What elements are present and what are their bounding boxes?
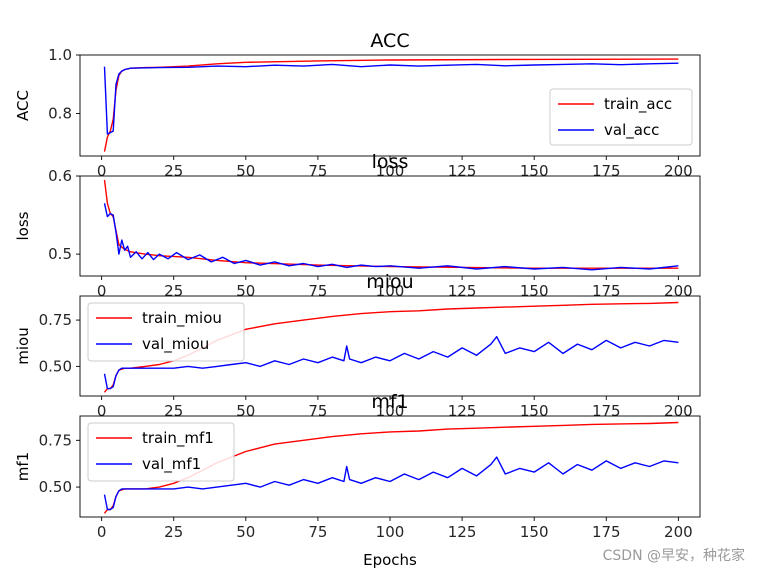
series-line-val_mf1 xyxy=(103,456,679,511)
x-tick-label: 25 xyxy=(164,282,183,300)
chart-title: miou xyxy=(366,271,413,293)
x-tick-label: 75 xyxy=(308,162,327,180)
legend-label-train_acc: train_acc xyxy=(604,95,672,114)
axes-frame xyxy=(79,175,701,277)
legend-label-val_mf1: val_mf1 xyxy=(142,455,201,474)
x-tick-label: 50 xyxy=(236,523,255,541)
series-line-val_loss xyxy=(103,203,679,271)
y-tick-label: 0.6 xyxy=(48,167,72,185)
x-tick-label: 25 xyxy=(164,523,183,541)
y-axis-label: loss xyxy=(14,211,32,240)
x-tick-label: 175 xyxy=(592,402,621,420)
series-group xyxy=(103,58,679,152)
legend: train_miou val_miou xyxy=(87,302,245,362)
series-group xyxy=(103,421,679,514)
chart-panel-loss: loss 0 25 50 75 100 125 150 175 200 0.5 0.6 loss xyxy=(14,151,701,300)
chart-title: loss xyxy=(372,151,409,173)
series-line-val_miou xyxy=(103,336,679,390)
x-tick-label: 100 xyxy=(376,282,405,300)
x-tick-label: 0 xyxy=(97,402,107,420)
csdn-watermark: CSDN @早安，种花家 xyxy=(602,548,745,564)
x-tick-label: 75 xyxy=(308,523,327,541)
series-line-train_loss xyxy=(103,179,679,269)
x-tick-label: 150 xyxy=(520,523,549,541)
x-axis-label: Epochs xyxy=(363,551,417,569)
chart-title: ACC xyxy=(370,30,409,52)
y-tick-label: 1.0 xyxy=(48,46,72,64)
x-tick-label: 150 xyxy=(520,282,549,300)
x-tick-label: 200 xyxy=(664,162,693,180)
x-tick-label: 0 xyxy=(97,162,107,180)
series-group xyxy=(103,301,679,393)
y-tick-label: 0.8 xyxy=(48,105,72,123)
y-tick-label: 0.5 xyxy=(48,245,72,263)
x-tick-label: 125 xyxy=(448,162,477,180)
legend: train_acc val_acc xyxy=(549,88,693,146)
legend-label-val_miou: val_miou xyxy=(142,335,209,354)
x-tick-label: 175 xyxy=(592,282,621,300)
legend-label-train_miou: train_miou xyxy=(142,309,222,328)
legend-label-train_mf1: train_mf1 xyxy=(142,429,214,448)
x-tick-label: 175 xyxy=(592,162,621,180)
x-tick-label: 175 xyxy=(592,523,621,541)
x-tick-label: 100 xyxy=(376,162,405,180)
x-tick-label: 150 xyxy=(520,402,549,420)
x-tick-label: 150 xyxy=(520,162,549,180)
chart-panel-miou: miou 0 25 50 75 100 125 150 175 200 0.50 0.75 miou tr… xyxy=(14,271,701,420)
chart-panel-mf1: mf1 0 25 50 75 100 125 150 175 200 0.50 0.75 mf1 Epoc… xyxy=(14,391,701,569)
series-line-val_acc xyxy=(103,62,679,135)
y-tick-label: 0.50 xyxy=(39,478,72,496)
x-tick-label: 200 xyxy=(664,402,693,420)
legend-box xyxy=(549,88,693,146)
x-tick-label: 100 xyxy=(376,402,405,420)
x-tick-label: 75 xyxy=(308,282,327,300)
x-tick-label: 100 xyxy=(376,523,405,541)
x-tick-label: 0 xyxy=(97,282,107,300)
chart-title: mf1 xyxy=(371,391,408,413)
chart-panel-ACC: ACC 0 25 50 75 100 125 150 175 200 0.8 1.0 ACC train_… xyxy=(14,30,701,180)
x-tick-label: 25 xyxy=(164,162,183,180)
x-tick-label: 125 xyxy=(448,523,477,541)
x-tick-label: 200 xyxy=(664,282,693,300)
x-tick-label: 75 xyxy=(308,402,327,420)
y-tick-label: 0.75 xyxy=(39,311,72,329)
y-axis-label: miou xyxy=(14,327,32,364)
y-axis-label: mf1 xyxy=(14,452,32,481)
x-tick-label: 50 xyxy=(236,162,255,180)
y-axis-label: ACC xyxy=(14,90,32,121)
x-tick-label: 125 xyxy=(448,282,477,300)
x-tick-label: 200 xyxy=(664,523,693,541)
x-tick-label: 50 xyxy=(236,282,255,300)
y-tick-label: 0.75 xyxy=(39,431,72,449)
legend: train_mf1 val_mf1 xyxy=(87,422,235,482)
legend-label-val_acc: val_acc xyxy=(604,121,659,140)
y-tick-label: 0.50 xyxy=(39,357,72,375)
series-group xyxy=(103,179,679,271)
x-tick-label: 25 xyxy=(164,402,183,420)
x-tick-label: 50 xyxy=(236,402,255,420)
x-tick-label: 125 xyxy=(448,402,477,420)
x-tick-label: 0 xyxy=(97,523,107,541)
